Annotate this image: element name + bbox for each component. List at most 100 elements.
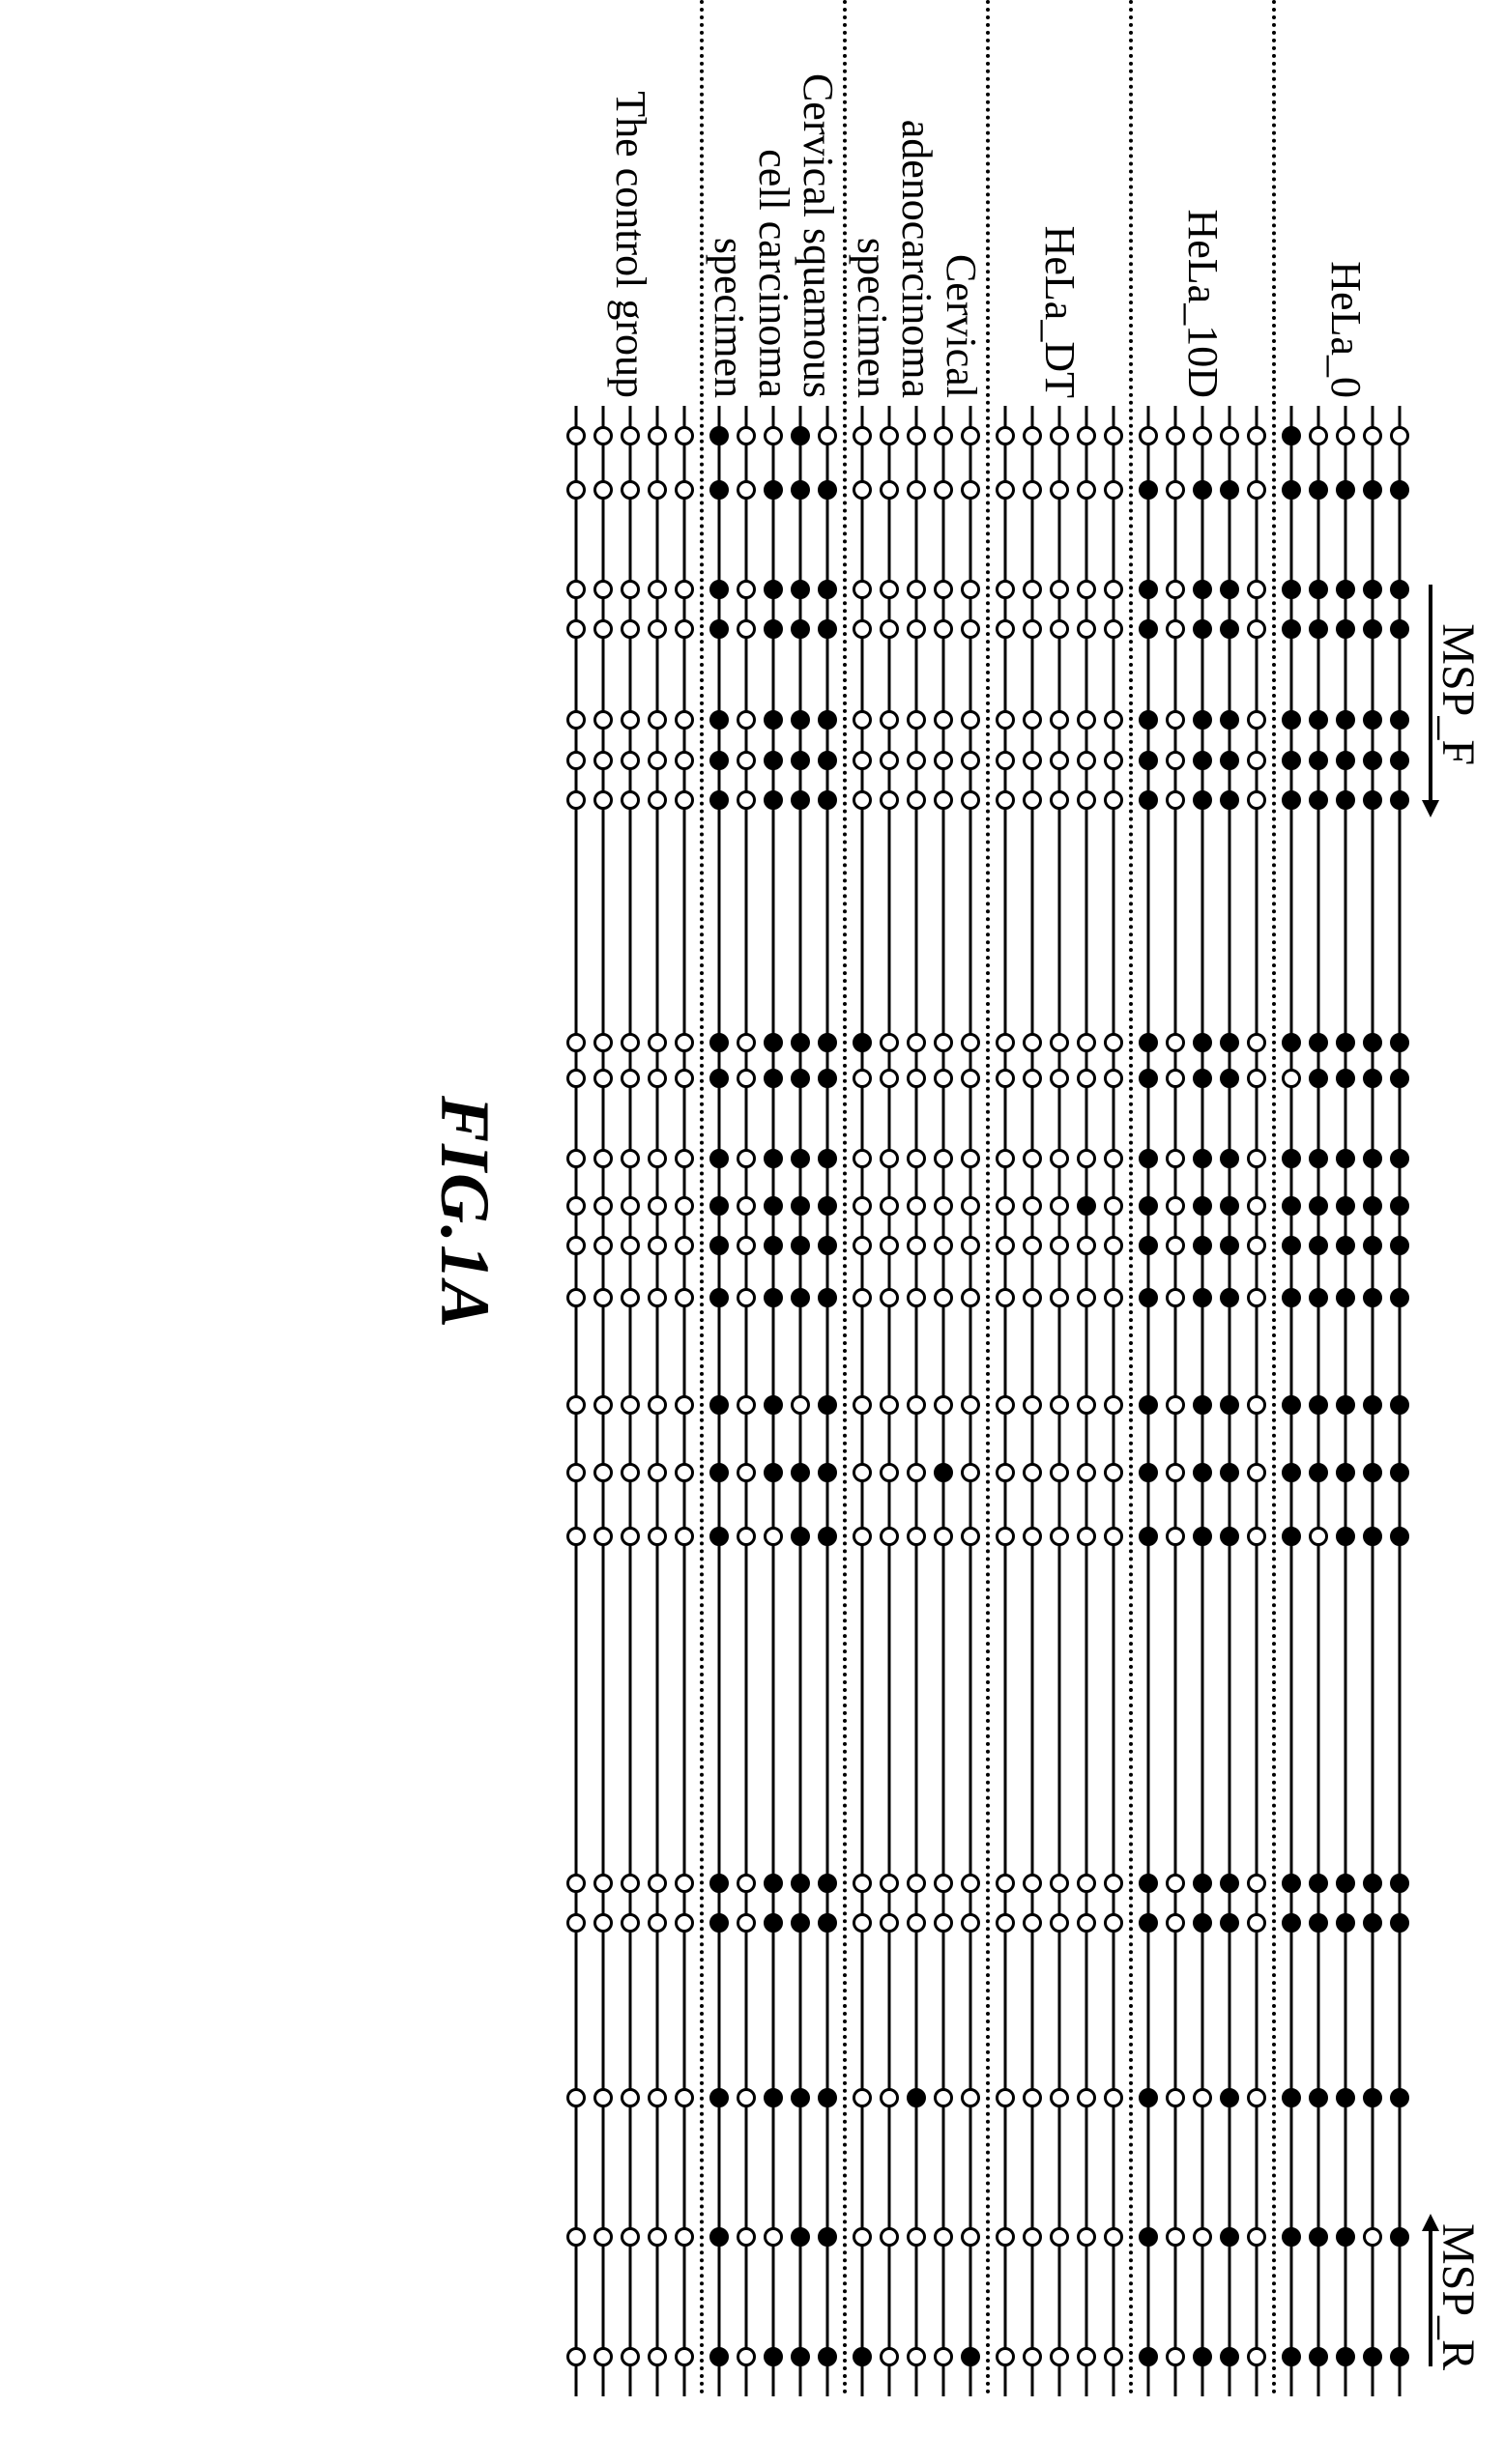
cpg-site-unmethylated (1104, 480, 1123, 500)
cpg-site-unmethylated (621, 1033, 640, 1052)
cpg-site-unmethylated (1390, 426, 1409, 445)
cpg-site-methylated (1282, 619, 1301, 639)
cpg-site-unmethylated (737, 1395, 756, 1415)
cpg-site-methylated (1139, 2227, 1158, 2247)
cpg-site-methylated (1139, 1236, 1158, 1255)
cpg-site-methylated (1336, 480, 1355, 500)
cpg-site-unmethylated (737, 1033, 756, 1052)
cpg-site-unmethylated (1023, 480, 1042, 500)
cpg-site-unmethylated (907, 1527, 926, 1546)
cpg-site-unmethylated (880, 426, 899, 445)
cpg-site-methylated (1363, 1874, 1382, 1893)
cpg-site-methylated (1390, 1288, 1409, 1307)
cpg-site-unmethylated (1104, 1236, 1123, 1255)
cpg-site-unmethylated (648, 790, 667, 810)
cpg-site-unmethylated (1050, 1463, 1069, 1482)
cpg-site-unmethylated (648, 1913, 667, 1933)
cpg-site-unmethylated (880, 1033, 899, 1052)
cpg-site-unmethylated (675, 710, 694, 730)
cpg-site-unmethylated (880, 751, 899, 770)
cpg-site-methylated (1193, 1874, 1212, 1893)
cpg-site-unmethylated (934, 1288, 953, 1307)
cpg-site-methylated (764, 790, 783, 810)
cpg-site-unmethylated (593, 619, 613, 639)
cpg-site-unmethylated (853, 480, 872, 500)
cpg-site-methylated (709, 1463, 729, 1482)
cpg-site-methylated (1220, 1196, 1239, 1216)
cpg-site-unmethylated (648, 580, 667, 599)
cpg-site-unmethylated (566, 1288, 586, 1307)
primer-reverse-arrow (1429, 2227, 1432, 2366)
cpg-site-methylated (1390, 1069, 1409, 1088)
cpg-site-methylated (1309, 1149, 1328, 1168)
cpg-site-unmethylated (621, 580, 640, 599)
cpg-site-unmethylated (566, 1874, 586, 1893)
cpg-site-methylated (1336, 790, 1355, 810)
cpg-site-methylated (1390, 2227, 1409, 2247)
cpg-site-methylated (1390, 1033, 1409, 1052)
cpg-site-methylated (1139, 1069, 1158, 1088)
cpg-site-methylated (1363, 2088, 1382, 2107)
cpg-site-methylated (1282, 580, 1301, 599)
cpg-site-methylated (1139, 2088, 1158, 2107)
cpg-site-unmethylated (996, 1288, 1015, 1307)
cpg-site-methylated (853, 2347, 872, 2366)
cpg-site-methylated (1309, 1069, 1328, 1088)
group-divider (841, 406, 849, 2396)
cpg-site-unmethylated (961, 790, 980, 810)
cpg-site-unmethylated (566, 1395, 586, 1415)
cpg-site-methylated (1139, 1149, 1158, 1168)
cpg-site-unmethylated (853, 1527, 872, 1546)
cpg-site-methylated (1193, 619, 1212, 639)
cpg-site-unmethylated (1166, 1149, 1185, 1168)
group-divider (698, 406, 706, 2396)
primer-forward-label: MSP_F (1432, 623, 1485, 765)
cpg-site-unmethylated (593, 1069, 613, 1088)
cpg-site-unmethylated (1166, 2088, 1185, 2107)
cpg-site-unmethylated (593, 1463, 613, 1482)
cpg-site-unmethylated (1077, 1913, 1096, 1933)
cpg-site-methylated (764, 751, 783, 770)
cpg-site-unmethylated (1023, 1874, 1042, 1893)
cpg-site-unmethylated (907, 1196, 926, 1216)
cpg-site-methylated (764, 2088, 783, 2107)
cpg-site-methylated (1363, 1527, 1382, 1546)
cpg-site-unmethylated (853, 1913, 872, 1933)
cpg-site-unmethylated (961, 580, 980, 599)
cpg-site-methylated (1220, 1913, 1239, 1933)
cpg-site-unmethylated (1247, 1236, 1266, 1255)
cpg-site-unmethylated (648, 426, 667, 445)
cpg-site-unmethylated (1336, 426, 1355, 445)
cpg-site-methylated (1309, 580, 1328, 599)
cpg-site-unmethylated (1104, 619, 1123, 639)
cpg-site-unmethylated (1050, 580, 1069, 599)
cpg-site-methylated (1220, 2227, 1239, 2247)
cpg-site-methylated (764, 619, 783, 639)
cpg-site-methylated (1220, 1463, 1239, 1482)
cpg-site-unmethylated (1104, 1463, 1123, 1482)
cpg-site-methylated (709, 1395, 729, 1415)
cpg-site-methylated (1139, 580, 1158, 599)
cpg-site-methylated (709, 1527, 729, 1546)
cpg-site-unmethylated (621, 1395, 640, 1415)
cpg-site-unmethylated (961, 619, 980, 639)
cpg-site-unmethylated (593, 1236, 613, 1255)
cpg-site-unmethylated (1247, 1149, 1266, 1168)
cpg-site-unmethylated (934, 1196, 953, 1216)
cpg-site-methylated (818, 480, 837, 500)
cpg-site-unmethylated (1166, 580, 1185, 599)
cpg-site-unmethylated (1023, 1463, 1042, 1482)
cpg-site-unmethylated (996, 1913, 1015, 1933)
cpg-site-unmethylated (1104, 1149, 1123, 1168)
cpg-site-unmethylated (621, 1874, 640, 1893)
cpg-site-unmethylated (961, 1196, 980, 1216)
group-label-line: HeLa_DT (1037, 226, 1082, 398)
cpg-site-methylated (1193, 1395, 1212, 1415)
cpg-site-methylated (818, 710, 837, 730)
tracks-column: MSP_FMSP_R (563, 406, 1485, 2396)
cpg-site-unmethylated (737, 710, 756, 730)
cpg-site-unmethylated (961, 2088, 980, 2107)
cpg-site-methylated (791, 1527, 810, 1546)
cpg-site-unmethylated (737, 1874, 756, 1893)
cpg-site-methylated (709, 1236, 729, 1255)
